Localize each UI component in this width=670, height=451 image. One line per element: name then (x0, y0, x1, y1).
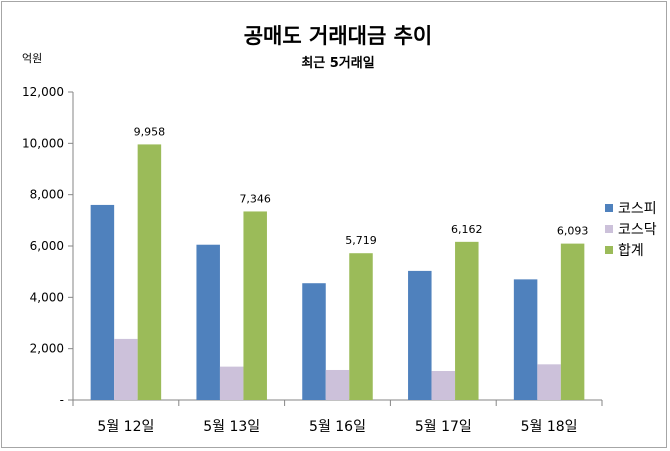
x-category-label: 5월 16일 (309, 419, 366, 435)
bar-series-0-cat-3 (408, 270, 432, 400)
legend-label-1: 코스닥 (618, 222, 657, 238)
x-category-label: 5월 17일 (415, 419, 472, 435)
bar-series-1-cat-3 (431, 370, 456, 400)
bar-series-0-cat-2 (302, 283, 326, 400)
data-label: 7,346 (239, 192, 271, 205)
y-tick-label: 12,000 (22, 85, 64, 99)
data-labels-group: 9,958 7,346 5,719 6,162 6,093 (134, 125, 589, 247)
x-axis: 5월 12일 5월 13일 5월 16일 5월 17일 5월 18일 (72, 399, 603, 435)
y-axis-unit-label: 억원 (22, 52, 42, 65)
bar-series-1-cat-4 (537, 364, 561, 400)
y-tick-label: 4,000 (30, 290, 64, 304)
bar-series-2-cat-4 (560, 243, 585, 400)
bar-series-2-cat-1 (243, 211, 267, 400)
bar-series-2-cat-0 (137, 144, 162, 400)
y-tick-label: 2,000 (30, 342, 64, 356)
chart-subtitle: 최근 5거래일 (301, 56, 374, 71)
bar-series-2-cat-2 (349, 253, 373, 400)
y-tick-label: 10,000 (22, 136, 64, 150)
y-tick-label: - (60, 393, 64, 407)
bar-series-1-cat-0 (114, 338, 138, 400)
x-category-label: 5월 12일 (97, 419, 154, 435)
bars-group (90, 144, 585, 400)
legend-swatch-0 (605, 204, 613, 212)
bar-series-1-cat-1 (219, 366, 244, 400)
legend-label-0: 코스피 (618, 201, 657, 217)
bar-series-2-cat-3 (455, 241, 479, 400)
y-tick-label: 8,000 (30, 188, 64, 202)
data-label: 5,719 (345, 234, 377, 247)
chart-title: 공매도 거래대금 추이 (244, 24, 433, 48)
legend-swatch-2 (605, 246, 613, 254)
data-label: 9,958 (134, 125, 166, 138)
legend-swatch-1 (605, 225, 613, 233)
x-category-label: 5월 18일 (521, 419, 578, 435)
y-axis: - 2,000 4,000 6,000 8,000 10,000 12,000 (22, 85, 74, 407)
x-category-label: 5월 13일 (203, 419, 260, 435)
legend-label-2: 합계 (618, 243, 644, 259)
bar-series-0-cat-4 (513, 279, 538, 400)
bar-series-0-cat-1 (196, 244, 220, 400)
bar-series-1-cat-2 (325, 369, 350, 400)
bar-series-0-cat-0 (90, 204, 115, 400)
y-tick-label: 6,000 (30, 239, 64, 253)
data-label: 6,093 (557, 225, 589, 238)
data-label: 6,162 (451, 223, 483, 236)
